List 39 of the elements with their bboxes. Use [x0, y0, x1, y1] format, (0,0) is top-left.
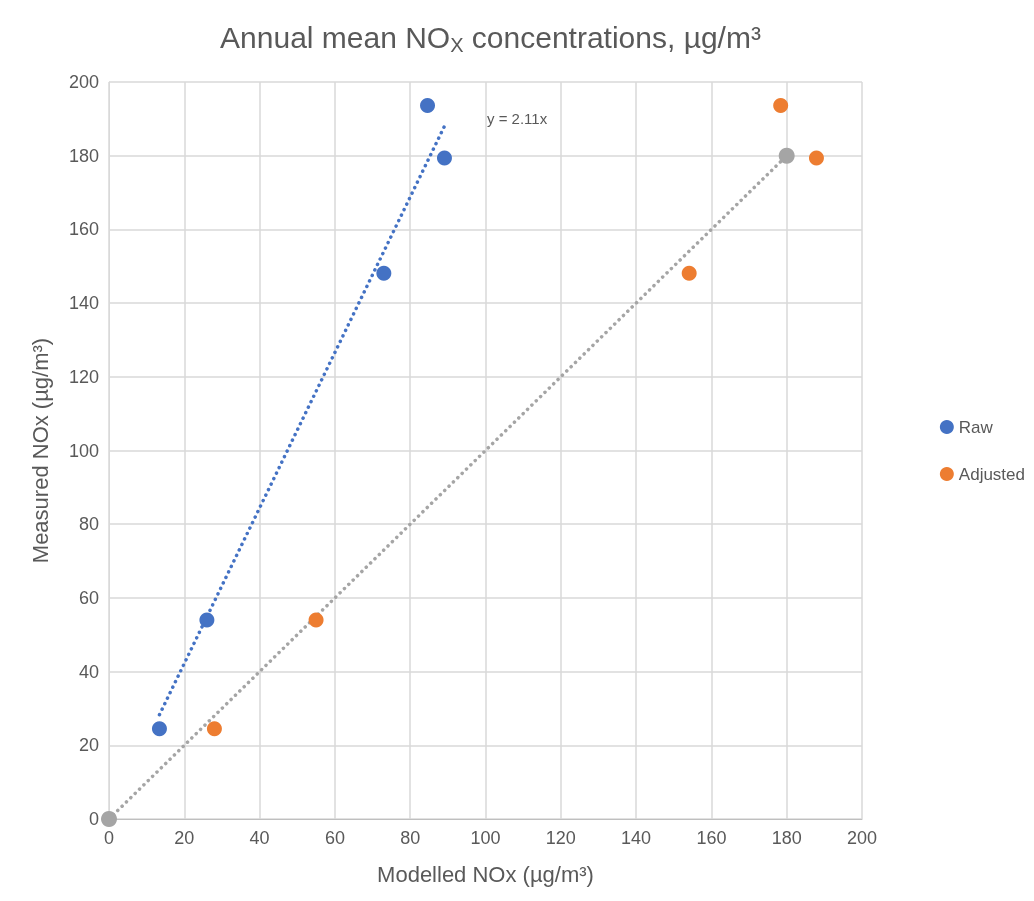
x-tick-label: 20 — [174, 828, 195, 848]
y-tick-label: 60 — [78, 587, 99, 608]
y-tick-label: 180 — [68, 145, 99, 166]
y-tick-label: 200 — [68, 72, 99, 92]
point — [436, 150, 452, 166]
y-tick-label: 120 — [68, 366, 99, 387]
x-tick-label: 80 — [400, 828, 421, 848]
y-tick-label: 0 — [88, 809, 99, 829]
point — [308, 612, 324, 628]
x-tick-label: 120 — [545, 828, 576, 848]
x-axis-title: Modelled NOx (µg/m³) — [377, 861, 594, 887]
legend-label: Adjusted — [958, 464, 1026, 484]
point — [151, 721, 167, 737]
annotation: y = 2.11x — [487, 110, 548, 127]
legend-label: Raw — [958, 417, 994, 437]
x-tick-label: 200 — [846, 828, 878, 848]
y-axis-title: Measured NOx (µg/m³) — [27, 337, 53, 564]
y-tick-label: 20 — [78, 735, 99, 756]
point — [420, 98, 436, 114]
point — [681, 265, 697, 281]
point — [773, 98, 789, 114]
x-tick-label: 40 — [249, 828, 270, 848]
y-tick-label: 80 — [78, 514, 99, 535]
y-tick-label: 40 — [78, 661, 99, 682]
y-tick-label: 140 — [68, 293, 99, 314]
x-tick-label: 160 — [696, 828, 727, 848]
x-tick-label: 60 — [324, 828, 345, 848]
y-tick-label: 100 — [68, 440, 99, 461]
point — [376, 265, 392, 281]
point — [778, 147, 795, 164]
point — [808, 150, 824, 166]
x-tick-label: 180 — [771, 828, 802, 848]
x-tick-label: 0 — [103, 828, 115, 848]
point — [101, 811, 117, 827]
point — [206, 721, 222, 737]
x-tick-label: 100 — [470, 828, 501, 848]
point — [199, 612, 215, 628]
x-tick-label: 140 — [621, 828, 652, 848]
y-tick-label: 160 — [68, 219, 99, 240]
